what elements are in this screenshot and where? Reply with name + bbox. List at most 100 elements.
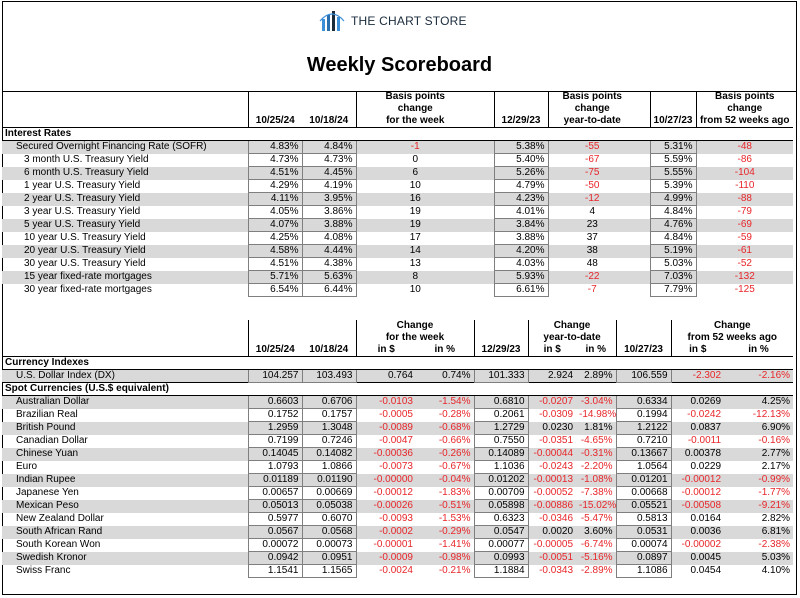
change-pct-cell: -1.54%	[416, 395, 475, 409]
value-cell: 6.44%	[301, 283, 357, 297]
header-spacer	[615, 332, 672, 344]
value-cell: 0.0568	[301, 525, 357, 539]
value-cell: 4.19%	[301, 179, 357, 193]
header-col-c: 12/29/23	[493, 115, 548, 128]
value-cell: 1.1565	[301, 564, 357, 578]
section-row: Interest Rates	[2, 127, 793, 141]
change-cell: 6	[355, 166, 474, 180]
value-cell: 0.00669	[301, 486, 357, 500]
value-cell: 0.00657	[247, 486, 303, 500]
header-col-d: 10/27/23	[649, 115, 696, 128]
header-col-a: 10/25/24	[247, 115, 302, 128]
spacer-cell	[474, 270, 494, 284]
currency-table: Change Change Change for the week year-to-da…	[2, 320, 794, 578]
row-label: 3 year U.S. Treasury Yield	[24, 206, 141, 217]
row-label: South African Rand	[2, 525, 248, 539]
change-usd-cell: -0.00000	[355, 473, 416, 487]
value-cell: 0.7246	[301, 434, 357, 448]
value-cell: 0.1757	[301, 408, 357, 422]
value-cell: 0.6070	[301, 512, 357, 526]
value-cell: 0.5813	[615, 512, 672, 526]
change-usd-cell: -0.0103	[355, 395, 416, 409]
change-usd-cell: -0.00044	[527, 447, 577, 461]
value-cell: 0.6706	[301, 395, 357, 409]
header-chg-week-l1: Change	[355, 320, 475, 332]
change-pct-cell: 6.90%	[724, 421, 794, 435]
value-cell: 3.88%	[493, 231, 549, 245]
value-cell: 1.1086	[615, 564, 672, 578]
row-label: Japanese Yen	[16, 487, 79, 498]
spacer-cell	[636, 180, 650, 193]
value-cell: 1.0793	[247, 460, 303, 474]
change-pct-cell: -9.21%	[724, 499, 794, 513]
change-cell: 48	[547, 257, 636, 271]
section-row: Spot Currencies (U.S.$ equivalent)	[2, 382, 794, 396]
change-usd-cell: -0.0242	[670, 408, 725, 422]
row-label: 10 year U.S. Treasury Yield	[24, 232, 146, 243]
header-chg-ytd-l2: year-to-date	[527, 332, 617, 344]
table-row: Indian Rupee 0.01189 0.01190 -0.00000 -0.04%…	[2, 473, 794, 487]
table-row: 2 year U.S. Treasury Yield 4.11% 3.95% 16 4.…	[2, 192, 793, 206]
table-row: 30 year U.S. Treasury Yield 4.51% 4.38% 13 4…	[2, 257, 793, 271]
change-usd-cell: 0.0454	[670, 564, 725, 578]
change-pct-cell: -0.66%	[438, 435, 471, 446]
value-cell: 1.1036	[473, 460, 529, 474]
header-bp-52-l2: change	[695, 103, 793, 115]
row-label: Canadian Dollar	[16, 435, 88, 446]
change-usd-cell: -0.00005	[527, 538, 577, 552]
change-cell: 16	[355, 192, 474, 206]
change-usd-cell: -0.0051	[527, 551, 577, 565]
value-cell: 5.40%	[493, 153, 549, 167]
header-spacer	[2, 344, 248, 357]
change-usd-cell: -0.00886	[527, 499, 577, 513]
header-spacer	[302, 320, 356, 332]
table-row: Secured Overnight Financing Rate (SOFR) 4…	[2, 140, 793, 154]
value-cell: 1.3048	[301, 421, 357, 435]
header-bp-ytd-l2: change	[547, 103, 636, 115]
change-cell: 14	[355, 244, 474, 258]
value-cell: 4.51%	[247, 257, 303, 271]
header-col-d: 10/27/23	[615, 344, 672, 357]
change-pct-cell: -0.67%	[438, 461, 471, 472]
change-usd-cell: 0.0230	[527, 421, 577, 435]
value-cell: 0.14045	[247, 447, 303, 461]
header-chg-52-l2: from 52 weeks ago	[670, 332, 794, 344]
header-spacer	[636, 103, 650, 115]
row-label: Australian Dollar	[2, 395, 248, 409]
change-usd-cell: 0.0164	[670, 512, 725, 526]
spacer-cell	[474, 284, 494, 297]
change-cell: -104	[695, 166, 793, 180]
value-cell: 4.07%	[247, 218, 303, 232]
table-row: 10 year U.S. Treasury Yield 4.25% 4.08% 17 3…	[2, 231, 793, 245]
value-cell: 0.2061	[473, 408, 529, 422]
change-pct-cell: 2.17%	[761, 461, 791, 472]
value-cell: 0.0531	[615, 525, 672, 539]
change-usd-cell: -2.302	[670, 369, 725, 383]
header-spacer	[474, 115, 494, 128]
value-cell: 4.11%	[247, 192, 303, 206]
change-cell: -75	[547, 166, 636, 180]
value-cell: 0.00074	[615, 538, 672, 552]
page-title: Weekly Scoreboard	[306, 54, 493, 76]
value-cell: 5.59%	[649, 153, 697, 167]
header-row: Basis points Basis points Basis points	[2, 91, 793, 103]
change-cell: -7	[547, 283, 636, 297]
header-spacer	[649, 103, 696, 115]
change-usd-cell: -0.0343	[527, 564, 577, 578]
change-pct-cell: -0.26%	[416, 447, 475, 461]
spacer-cell	[474, 232, 494, 245]
header-spacer	[247, 332, 302, 344]
change-pct-cell: 2.89%	[576, 369, 617, 383]
change-pct-cell: 2.77%	[724, 447, 794, 461]
header-bp-week-l2: change	[355, 103, 474, 115]
value-cell: 1.1541	[247, 564, 303, 578]
value-cell: 4.84%	[301, 140, 357, 154]
header-bp-ytd-l1: Basis points	[547, 91, 636, 103]
change-cell: -79	[695, 205, 793, 219]
change-usd-cell: 0.0020	[527, 525, 577, 539]
table-row: 20 year U.S. Treasury Yield 4.58% 4.44% 14 4…	[2, 244, 793, 258]
change-cell: -50	[547, 179, 636, 193]
value-cell: 4.20%	[493, 244, 549, 258]
value-cell: 0.0897	[615, 551, 672, 565]
row-label: Secured Overnight Financing Rate (SOFR)	[2, 140, 248, 154]
